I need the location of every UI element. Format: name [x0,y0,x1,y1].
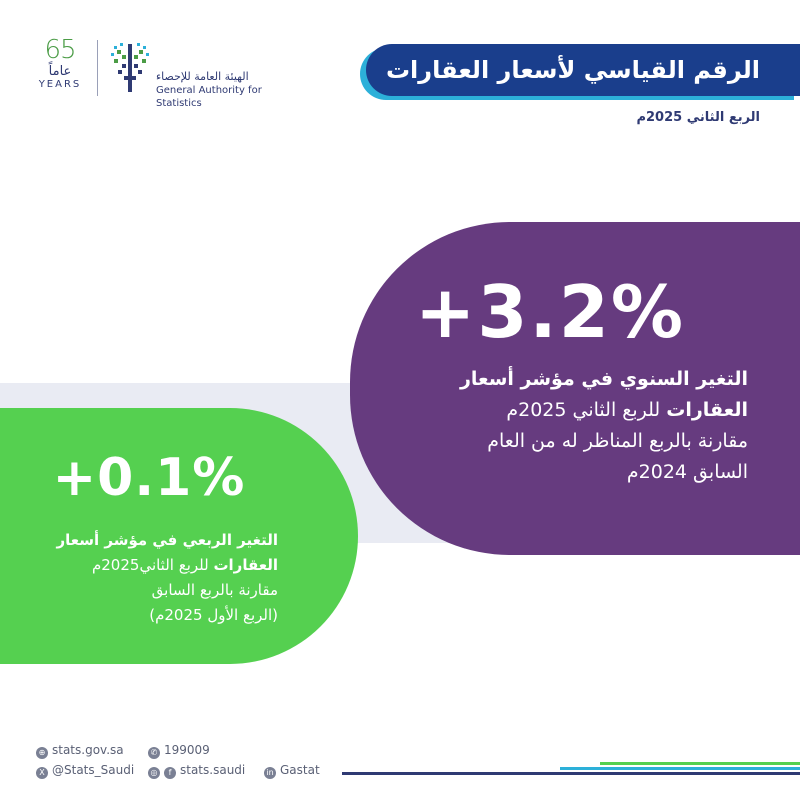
authority-name-english: General Authority for Statistics [156,85,262,109]
quarterly-change-value: +0.1% [52,448,246,508]
authority-name: الهيئة العامة للإحصاء General Authority … [156,70,296,110]
linkedin-icon: in [264,767,276,779]
title-banner: الرقم القياسي لأسعار العقارات [366,44,800,96]
quarterly-desc-bold: التغير الربعي في مؤشر أسعار [56,531,278,549]
footer-accent-line-green [600,762,800,765]
footer-accent-line-cyan [560,767,800,770]
annual-desc-text: للربع الثاني 2025م [506,399,667,421]
annual-desc-bold: العقارات [666,399,748,421]
anniversary-logo: 65 عاماً YEARS [30,36,90,100]
annual-desc-text: السابق 2024م [626,461,748,483]
quarterly-desc-line: (الربع الأول 2025م) [18,603,278,628]
anniversary-arabic: عاماً [48,64,72,79]
globe-icon: ⊕ [36,747,48,759]
footer-accent-line-blue [342,772,800,775]
quarterly-desc-line: التغير الربعي في مؤشر أسعار [18,528,278,553]
period-label: الربع الثاني 2025م [636,110,760,125]
annual-desc-text: مقارنة بالربع المناظر له من العام [487,430,748,452]
instagram-icon: ◎ [148,767,160,779]
linkedin-text: Gastat [280,763,320,777]
annual-desc-line: العقارات للربع الثاني 2025م [408,395,748,426]
quarterly-desc-text: للربع الثاني2025م [91,556,214,574]
logo-divider [97,40,98,96]
quarterly-desc-line: مقارنة بالربع السابق [18,578,278,603]
annual-change-description: التغير السنوي في مؤشر أسعار العقارات للر… [408,364,748,488]
annual-desc-line: مقارنة بالربع المناظر له من العام [408,426,748,457]
phone-text: 199009 [164,743,210,757]
website-link[interactable]: ⊕ stats.gov.sa [36,742,124,759]
footer-contacts: ⊕ stats.gov.sa ✆ 199009 X @Stats_Saudi ◎ f st… [36,742,356,782]
x-link[interactable]: X @Stats_Saudi [36,762,135,779]
gastat-logo-icon [111,43,149,92]
quarterly-desc-line: العقارات للربع الثاني2025م [18,553,278,578]
website-text: stats.gov.sa [52,743,124,757]
quarterly-change-card: +0.1% التغير الربعي في مؤشر أسعار العقار… [0,408,358,664]
facebook-icon: f [164,767,176,779]
phone-icon: ✆ [148,747,160,759]
annual-change-card: +3.2% التغير السنوي في مؤشر أسعار العقار… [350,222,800,555]
social-handle-text: stats.saudi [180,763,246,777]
quarterly-desc-text: (الربع الأول 2025م) [149,606,278,624]
quarterly-desc-text: مقارنة بالربع السابق [151,581,278,599]
annual-desc-bold: التغير السنوي في مؤشر أسعار [459,368,748,390]
annual-desc-line: السابق 2024م [408,457,748,488]
authority-name-arabic: الهيئة العامة للإحصاء [156,70,249,83]
x-handle-text: @Stats_Saudi [52,763,135,777]
anniversary-english: YEARS [38,79,82,90]
linkedin-link[interactable]: in Gastat [264,762,320,779]
social-link[interactable]: ◎ f stats.saudi [148,762,246,779]
annual-desc-line: التغير السنوي في مؤشر أسعار [408,364,748,395]
page-title: الرقم القياسي لأسعار العقارات [385,56,760,84]
quarterly-change-description: التغير الربعي في مؤشر أسعار العقارات للر… [18,528,278,628]
x-icon: X [36,767,48,779]
anniversary-number: 65 [44,35,76,65]
quarterly-desc-bold: العقارات [213,556,278,574]
phone-link[interactable]: ✆ 199009 [148,742,210,759]
annual-change-value: +3.2% [414,270,685,354]
